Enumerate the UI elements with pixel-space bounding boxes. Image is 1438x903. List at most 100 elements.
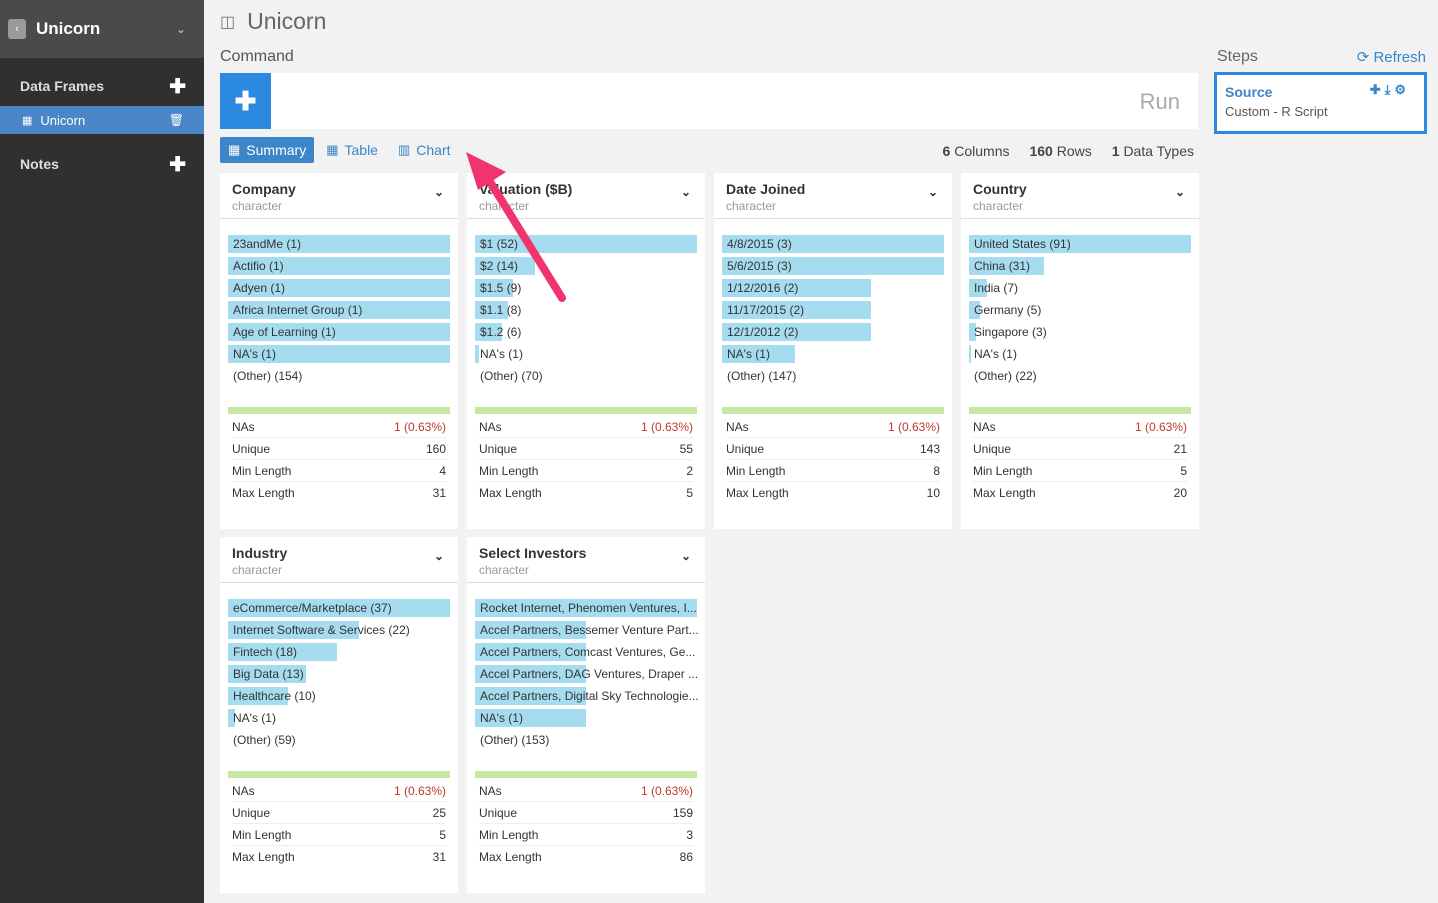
- bar-fill: [969, 257, 1045, 275]
- chevron-down-icon[interactable]: ⌄: [680, 185, 691, 199]
- bar-row[interactable]: Accel Partners, Comcast Ventures, Ge...: [475, 641, 697, 663]
- add-command-button[interactable]: ✚: [220, 73, 271, 129]
- bar-row[interactable]: Accel Partners, DAG Ventures, Draper ...: [475, 663, 698, 685]
- bar-row[interactable]: (Other) (22): [969, 365, 1191, 387]
- chevron-down-icon[interactable]: ⌄: [927, 185, 938, 199]
- bar-row[interactable]: 5/6/2015 (3): [722, 255, 944, 277]
- bar-row[interactable]: Fintech (18): [228, 641, 450, 663]
- completeness-bar: [228, 771, 450, 778]
- stat-rows: NAs 1 (0.63%) Unique 21 Min Length 5 Max Lengt…: [961, 414, 1199, 504]
- bar-row[interactable]: 4/8/2015 (3): [722, 233, 944, 255]
- refresh-button[interactable]: ⟳ Refresh: [1356, 49, 1426, 66]
- bar-row[interactable]: 11/17/2015 (2): [722, 299, 944, 321]
- bar-row[interactable]: (Other) (59): [228, 729, 450, 751]
- stat-value: 1 (0.63%): [640, 783, 693, 798]
- bar-row[interactable]: $1.2 (6): [475, 321, 697, 343]
- add-step-icon[interactable]: ✚: [1369, 82, 1385, 97]
- bar-row[interactable]: Africa Internet Group (1): [228, 299, 450, 321]
- gear-icon[interactable]: ⚙: [1394, 82, 1410, 97]
- bar-row[interactable]: Germany (5): [969, 299, 1191, 321]
- app-header[interactable]: ‹ Unicorn ⌄: [0, 0, 204, 58]
- bar-fill: [228, 687, 288, 705]
- back-icon[interactable]: ‹: [8, 19, 26, 39]
- stat-label: Unique: [479, 441, 518, 456]
- trash-icon[interactable]: 🗑: [168, 113, 184, 127]
- chevron-down-icon[interactable]: ⌄: [175, 22, 186, 36]
- bar-row[interactable]: Rocket Internet, Phenomen Ventures, I...: [475, 597, 697, 619]
- column-card: Valuation ($B) character ⌄ $1 (52) $2 (14) $1…: [467, 173, 705, 529]
- column-name: Select Investors: [479, 545, 587, 561]
- stat-value: 5: [439, 827, 446, 842]
- bar-row[interactable]: Adyen (1): [228, 277, 450, 299]
- stat-rows: NAs 1 (0.63%) Unique 160 Min Length 4 Max Leng…: [220, 414, 458, 504]
- bar-row[interactable]: $1.1 (8): [475, 299, 697, 321]
- bar-row[interactable]: China (31): [969, 255, 1191, 277]
- bar-row[interactable]: 23andMe (1): [228, 233, 450, 255]
- chevron-down-icon[interactable]: ⌄: [680, 549, 691, 563]
- bar-row[interactable]: Actifio (1): [228, 255, 450, 277]
- bar-row[interactable]: United States (91): [969, 233, 1191, 255]
- download-icon[interactable]: ⤓: [1384, 82, 1395, 97]
- stat-row: Min Length 2: [479, 460, 693, 482]
- bar-row[interactable]: $1 (52): [475, 233, 697, 255]
- bar-row[interactable]: $1.5 (9): [475, 277, 697, 299]
- stat-value: 31: [432, 850, 446, 864]
- bar-row[interactable]: NA's (1): [722, 343, 944, 365]
- bar-row[interactable]: India (7): [969, 277, 1191, 299]
- stat-row: NAs 1 (0.63%): [973, 416, 1187, 438]
- bar-row[interactable]: NA's (1): [228, 343, 450, 365]
- bar-row[interactable]: Healthcare (10): [228, 685, 450, 707]
- bar-row[interactable]: (Other) (70): [475, 365, 697, 387]
- run-button[interactable]: Run: [1139, 89, 1180, 114]
- bar-row[interactable]: (Other) (154): [228, 365, 450, 387]
- bar-row[interactable]: Accel Partners, Digital Sky Technologie.…: [475, 685, 699, 707]
- bar-row[interactable]: NA's (1): [969, 343, 1191, 365]
- bar-row[interactable]: 12/1/2012 (2): [722, 321, 944, 343]
- bar-row[interactable]: 1/12/2016 (2): [722, 277, 944, 299]
- bar-row[interactable]: NA's (1): [475, 707, 697, 729]
- bar-fill: [969, 279, 987, 297]
- bar-fill: [722, 301, 871, 319]
- bar-fill: [475, 323, 502, 341]
- column-card: Country character ⌄ United States (91) China…: [961, 173, 1199, 529]
- bar-row[interactable]: Age of Learning (1): [228, 321, 450, 343]
- bar-row[interactable]: Internet Software & Services (22): [228, 619, 450, 641]
- bar-label: Accel Partners, Comcast Ventures, Ge...: [480, 645, 696, 659]
- bar-row[interactable]: NA's (1): [475, 343, 697, 365]
- bar-fill: [475, 709, 586, 727]
- summary-icon: ▦: [228, 142, 241, 157]
- bar-label: 5/6/2015 (3): [727, 259, 792, 273]
- chevron-down-icon[interactable]: ⌄: [433, 185, 444, 199]
- stat-label: NAs: [973, 419, 996, 434]
- stat-label: Max Length: [973, 486, 1036, 500]
- stat-label: Min Length: [232, 463, 292, 478]
- bar-fill: [475, 665, 586, 683]
- bar-row[interactable]: NA's (1): [228, 707, 450, 729]
- tab-summary[interactable]: ▦ Summary: [220, 137, 315, 163]
- chevron-down-icon[interactable]: ⌄: [1174, 185, 1185, 199]
- step-actions[interactable]: ✚⤓⚙: [1370, 82, 1410, 98]
- tab-chart[interactable]: ▥ Chart: [390, 137, 459, 163]
- step-title: Source: [1225, 84, 1273, 100]
- value-bars: 4/8/2015 (3) 5/6/2015 (3) 1/12/2016 (2) 11/…: [714, 219, 952, 387]
- bar-row[interactable]: (Other) (153): [475, 729, 697, 751]
- bar-label: 23andMe (1): [233, 237, 302, 251]
- chevron-down-icon[interactable]: ⌄: [433, 549, 444, 563]
- add-data-frame-icon[interactable]: ✚: [169, 75, 186, 98]
- bar-fill: [228, 323, 450, 341]
- stat-value: 1 (0.63%): [640, 419, 693, 434]
- sidebar-item-unicorn[interactable]: ▦ Unicorn 🗑: [0, 106, 204, 134]
- stat-value: 159: [672, 805, 693, 820]
- bar-row[interactable]: Accel Partners, Bessemer Venture Part...: [475, 619, 699, 641]
- bar-row[interactable]: Big Data (13): [228, 663, 450, 685]
- bar-row[interactable]: $2 (14): [475, 255, 697, 277]
- stat-row: NAs 1 (0.63%): [232, 780, 446, 802]
- stat-label: Max Length: [479, 486, 542, 500]
- tab-table[interactable]: ▦ Table: [318, 137, 386, 163]
- bar-row[interactable]: (Other) (147): [722, 365, 944, 387]
- add-note-icon[interactable]: ✚: [169, 153, 186, 176]
- command-input[interactable]: ✚ Run: [220, 73, 1198, 129]
- step-card-source[interactable]: Source Custom - R Script ✚⤓⚙: [1214, 72, 1427, 134]
- bar-row[interactable]: eCommerce/Marketplace (37): [228, 597, 450, 619]
- bar-row[interactable]: Singapore (3): [969, 321, 1191, 343]
